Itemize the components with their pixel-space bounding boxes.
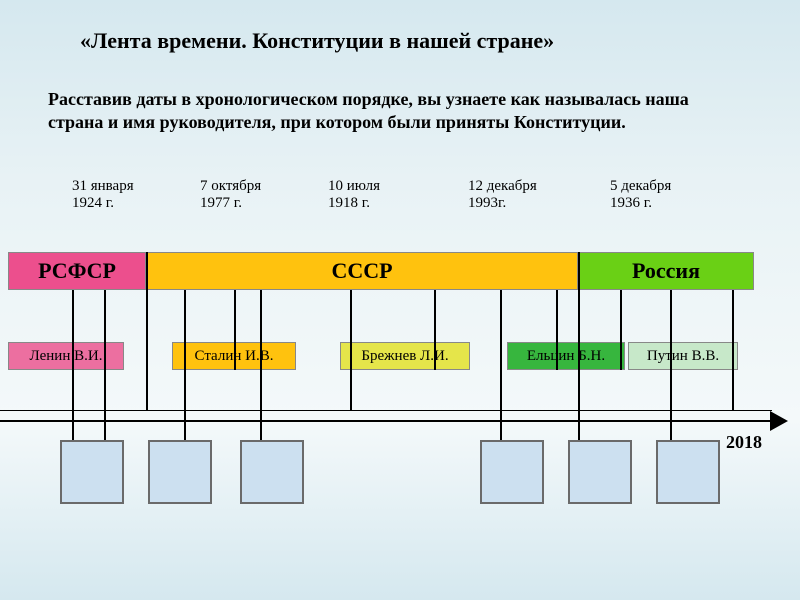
leader-box: Ельцин Б.Н. — [507, 342, 625, 370]
connector-line — [434, 290, 436, 370]
connector-line — [620, 290, 622, 370]
connector-line — [350, 290, 352, 410]
country-bar: РСФСР — [8, 252, 146, 290]
connector-line — [578, 252, 580, 440]
connector-line — [260, 290, 262, 440]
answer-square[interactable] — [60, 440, 124, 504]
date-label: 31 января1924 г. — [72, 178, 134, 213]
leader-box: Брежнев Л.И. — [340, 342, 470, 370]
dates-row: 31 января1924 г. 7 октября1977 г. 10 июля1… — [0, 178, 800, 218]
timeline-axis-thin — [0, 410, 772, 411]
connector-line — [104, 290, 106, 440]
connector-line — [732, 290, 734, 410]
connector-line — [500, 290, 502, 440]
leader-box: Путин В.В. — [628, 342, 738, 370]
connector-line — [556, 290, 558, 370]
date-label: 12 декабря1993г. — [468, 178, 537, 213]
answer-square[interactable] — [568, 440, 632, 504]
date-label: 5 декабря1936 г. — [610, 178, 671, 213]
country-bar: СССР — [146, 252, 578, 290]
answer-square[interactable] — [480, 440, 544, 504]
timeline-arrowhead — [770, 411, 788, 431]
end-year: 2018 — [726, 432, 762, 453]
page-title: «Лента времени. Конституции в нашей стра… — [80, 28, 554, 54]
instruction-text: Расставив даты в хронологическом порядке… — [48, 88, 740, 133]
connector-line — [72, 290, 74, 440]
timeline-axis — [0, 420, 772, 422]
date-label: 7 октября1977 г. — [200, 178, 261, 213]
connector-line — [146, 252, 148, 410]
answer-square[interactable] — [240, 440, 304, 504]
date-label: 10 июля1918 г. — [328, 178, 380, 213]
answer-square[interactable] — [148, 440, 212, 504]
country-bar: Россия — [578, 252, 754, 290]
connector-line — [234, 290, 236, 370]
leader-box: Ленин В.И. — [8, 342, 124, 370]
connector-line — [184, 290, 186, 440]
connector-line — [670, 290, 672, 440]
answer-square[interactable] — [656, 440, 720, 504]
